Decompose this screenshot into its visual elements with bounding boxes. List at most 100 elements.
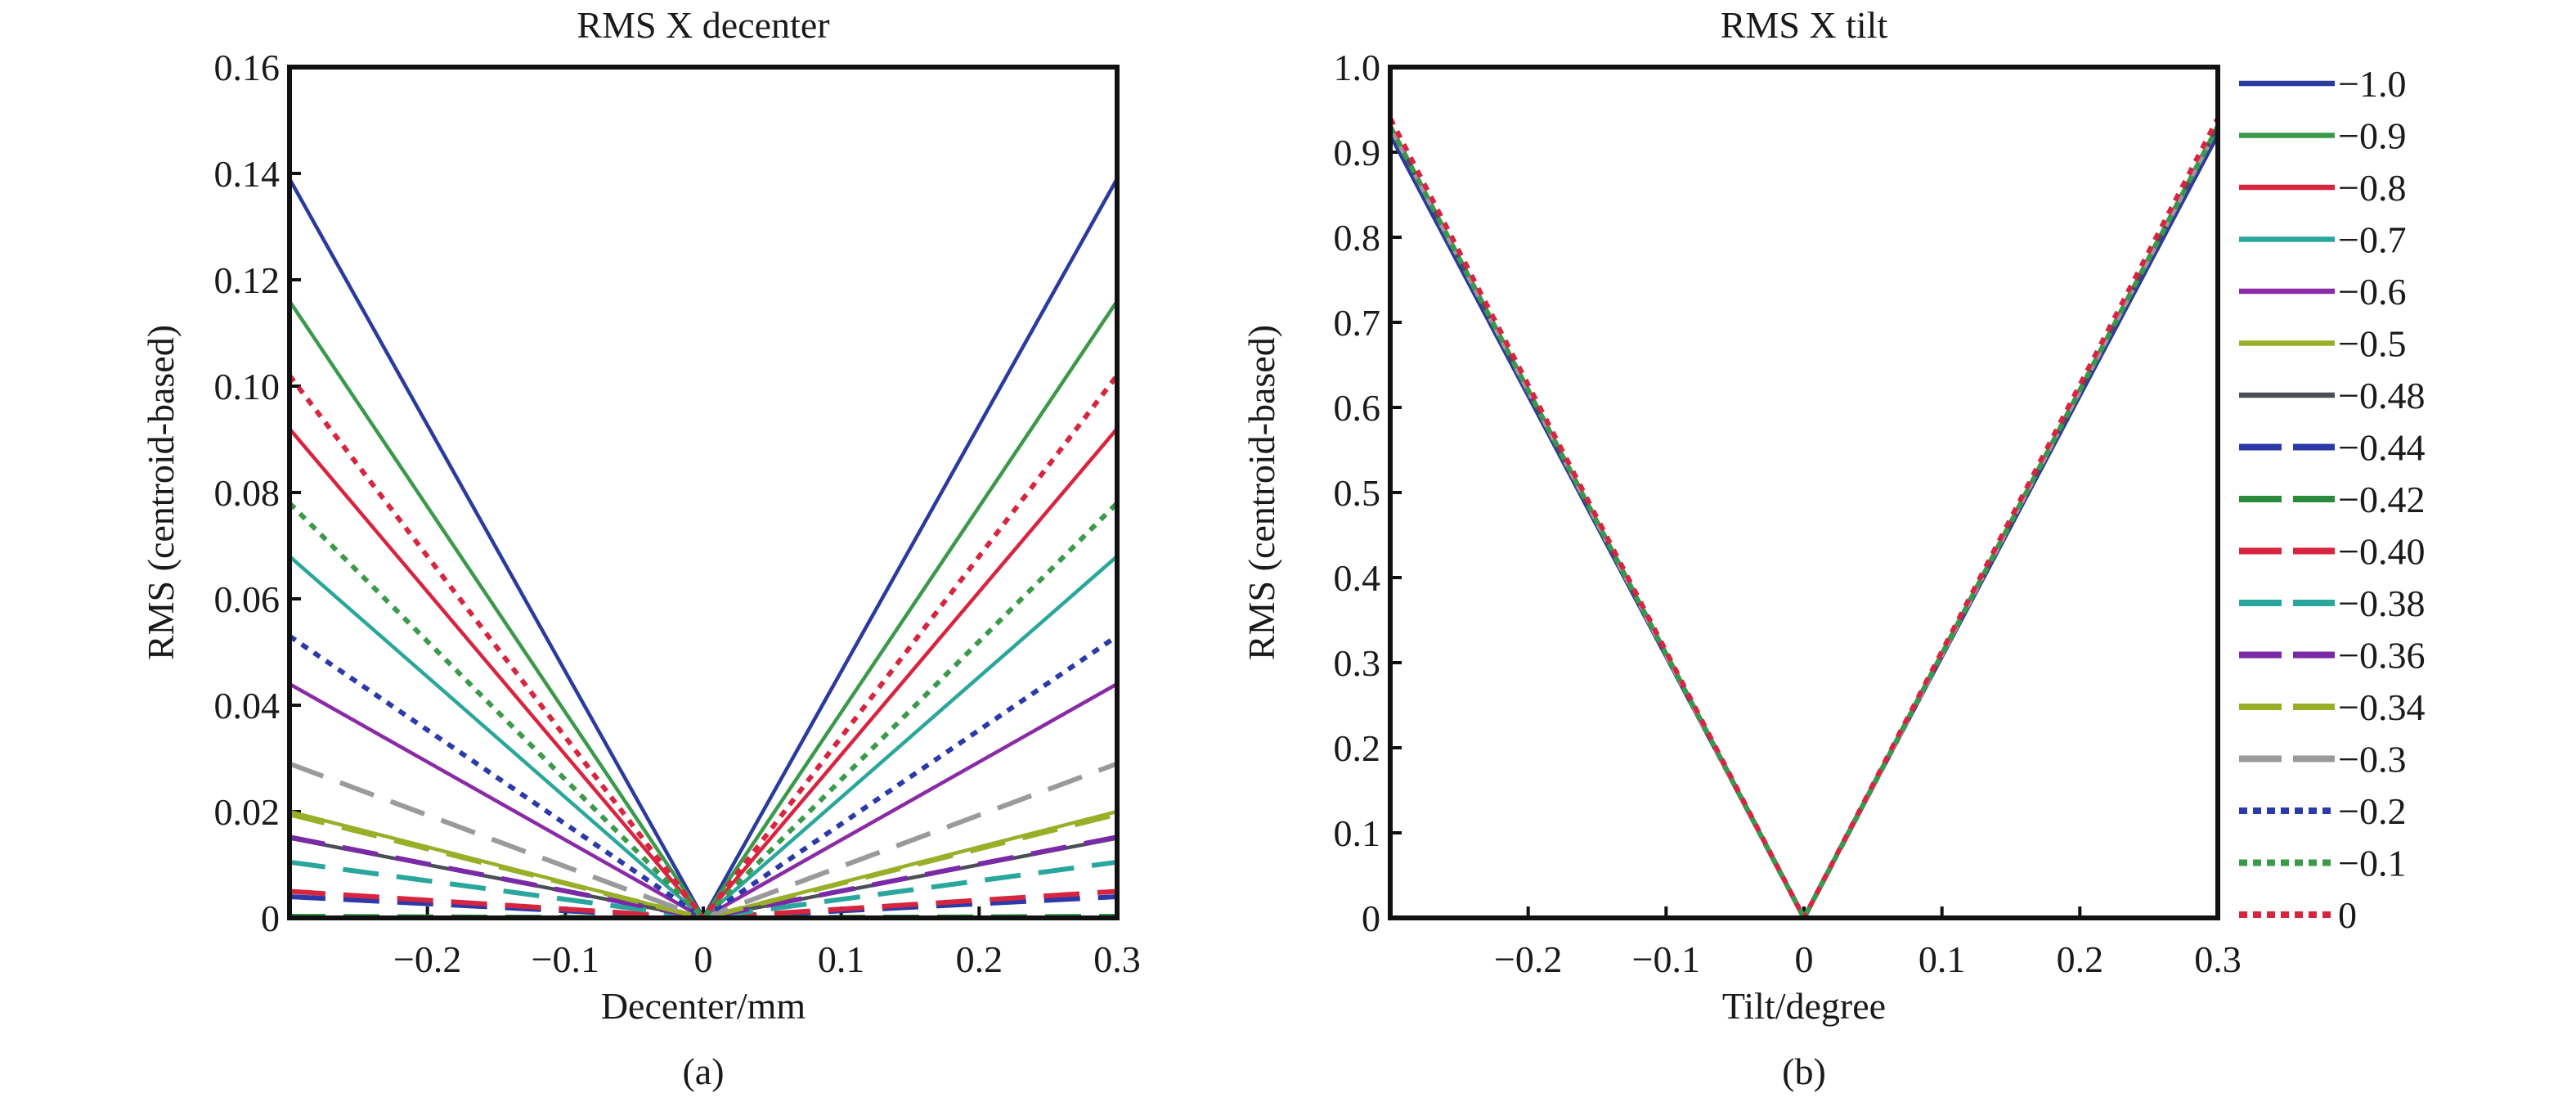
y-tick-label: 0.1 xyxy=(1334,812,1381,854)
chart-decenter: RMS X decenter 00.020.040.060.080.100.12… xyxy=(140,4,1141,1092)
y-tick-label: 0.5 xyxy=(1334,472,1381,514)
series-line-0 xyxy=(1388,117,2220,920)
series-line-neg0-1 xyxy=(287,501,1120,920)
legend-label: −0.1 xyxy=(2338,843,2406,884)
series-line-neg0-3 xyxy=(1388,125,2220,920)
legend-item: −0.44 xyxy=(2239,427,2425,469)
y-tick-label: 0.02 xyxy=(214,791,280,833)
series-line-neg0-36 xyxy=(1388,125,2220,920)
x-tick-label: 0 xyxy=(694,938,713,980)
legend-label: −0.34 xyxy=(2338,686,2425,728)
legend-item: 0 xyxy=(2239,894,2357,936)
legend-item: −0.7 xyxy=(2239,219,2406,261)
y-axis-label: RMS (centroid-based) xyxy=(140,325,182,660)
legend-item: −0.5 xyxy=(2239,323,2406,365)
series-line-neg0-48 xyxy=(1389,125,2219,920)
series-line-neg0-1 xyxy=(1388,125,2220,920)
y-tick-label: 0.4 xyxy=(1334,557,1381,599)
panel-label-b: (b) xyxy=(1782,1050,1826,1092)
series-line-neg0-44 xyxy=(289,894,1118,920)
chart-tilt: RMS X tilt 0 0.1 0.2 0.3 0.4 0.5 0.6 0.7 0.8 0.9 1… xyxy=(1241,4,2242,1092)
x-tick-label: 0 xyxy=(1795,938,1814,980)
series-line-neg0-8 xyxy=(1389,125,2219,920)
y-tick-label: 1.0 xyxy=(1334,47,1381,88)
legend-label: −0.6 xyxy=(2338,271,2406,313)
y-tick-label: 0.6 xyxy=(1334,387,1381,429)
y-axis-label: RMS (centroid-based) xyxy=(1241,325,1282,660)
legend-label: −0.9 xyxy=(2338,115,2406,157)
series-line-neg0-44 xyxy=(1388,125,2220,920)
y-tick-label: 0.16 xyxy=(214,47,280,88)
legend-item: −0.9 xyxy=(2239,115,2406,157)
legend-label: −0.42 xyxy=(2338,479,2425,520)
x-tick-label: 0.2 xyxy=(956,938,1003,980)
series-line-neg0-40 xyxy=(289,888,1118,920)
legend-label: −0.5 xyxy=(2338,323,2406,365)
y-tick-label: 0.04 xyxy=(214,685,280,726)
plot-frame xyxy=(1388,65,2220,920)
x-ticks: −0.2 −0.1 0 0.1 0.2 0.3 xyxy=(1494,906,2242,980)
legend-item: −0.3 xyxy=(2239,739,2406,780)
x-axis-label: Tilt/degree xyxy=(1722,985,1886,1027)
legend-item: −0.2 xyxy=(2239,790,2406,832)
legend-item: −0.1 xyxy=(2239,843,2406,884)
series-line-neg0-9 xyxy=(1389,125,2219,920)
legend-item: −0.38 xyxy=(2239,582,2425,624)
chart-title: RMS X decenter xyxy=(577,4,829,46)
series-line-neg0-6 xyxy=(1389,125,2219,920)
x-tick-label: −0.2 xyxy=(1494,938,1562,980)
series-line-neg0-3 xyxy=(288,761,1119,920)
x-tick-label: −0.1 xyxy=(532,938,599,980)
legend-item: −0.8 xyxy=(2239,167,2406,209)
y-tick-label: 0.14 xyxy=(214,153,280,195)
chart-title: RMS X tilt xyxy=(1721,4,1888,46)
plot-frame xyxy=(287,65,1120,920)
series-line-neg0-34 xyxy=(1388,125,2220,920)
y-tick-label: 0.8 xyxy=(1334,217,1381,259)
legend-item: −1.0 xyxy=(2239,63,2406,105)
legend-label: −0.40 xyxy=(2338,531,2425,573)
series-line-neg0-5 xyxy=(1389,125,2219,920)
series-line-neg0-2 xyxy=(288,634,1119,920)
legend-label: −0.44 xyxy=(2338,427,2425,469)
x-tick-label: 0.1 xyxy=(1919,938,1966,980)
x-tick-label: 0.1 xyxy=(818,938,865,980)
panel-label-a: (a) xyxy=(682,1050,724,1092)
legend-label: 0 xyxy=(2338,894,2357,936)
x-tick-label: 0.3 xyxy=(2194,938,2242,980)
legend-label: −0.38 xyxy=(2338,582,2425,624)
y-tick-label: 0 xyxy=(261,897,280,939)
legend-label: −0.2 xyxy=(2338,790,2406,832)
series-line-neg1-0 xyxy=(1389,134,2219,920)
legend-label: −0.7 xyxy=(2338,219,2406,261)
y-tick-label: 0.7 xyxy=(1334,302,1381,344)
series-line-neg0-40 xyxy=(1388,125,2220,920)
series-line-neg0-38 xyxy=(289,859,1118,920)
series-group xyxy=(287,178,1120,920)
series-line-neg0-38 xyxy=(1388,125,2220,920)
series-line-neg0-42 xyxy=(1388,125,2220,920)
x-tick-label: −0.1 xyxy=(1632,938,1700,980)
series-group xyxy=(1388,117,2220,920)
legend-item: −0.6 xyxy=(2239,271,2406,313)
y-tick-label: 0.2 xyxy=(1334,727,1381,769)
x-tick-label: −0.2 xyxy=(393,938,461,980)
legend-item: −0.42 xyxy=(2239,479,2425,520)
legend-item: −0.36 xyxy=(2239,635,2425,677)
y-tick-label: 0.9 xyxy=(1334,132,1381,173)
legend-label: −1.0 xyxy=(2338,63,2406,105)
x-axis-label: Decenter/mm xyxy=(601,985,806,1027)
legend: −1.0 −0.9 −0.8 −0.7 −0.6 −0.5 −0.48 −0.44 −0.42 −… xyxy=(2239,63,2425,936)
legend-item: −0.40 xyxy=(2239,531,2425,573)
y-tick-label: 0.3 xyxy=(1334,642,1381,684)
y-tick-label: 0.08 xyxy=(214,472,280,514)
series-line-neg0-2 xyxy=(1388,125,2220,920)
series-line-neg0-7 xyxy=(1389,125,2219,920)
legend-item: −0.34 xyxy=(2239,686,2425,728)
y-tick-label: 0.12 xyxy=(214,259,280,301)
legend-label: −0.3 xyxy=(2338,739,2406,780)
legend-label: −0.8 xyxy=(2338,167,2406,209)
legend-label: −0.48 xyxy=(2338,375,2425,416)
legend-item: −0.48 xyxy=(2239,375,2425,416)
